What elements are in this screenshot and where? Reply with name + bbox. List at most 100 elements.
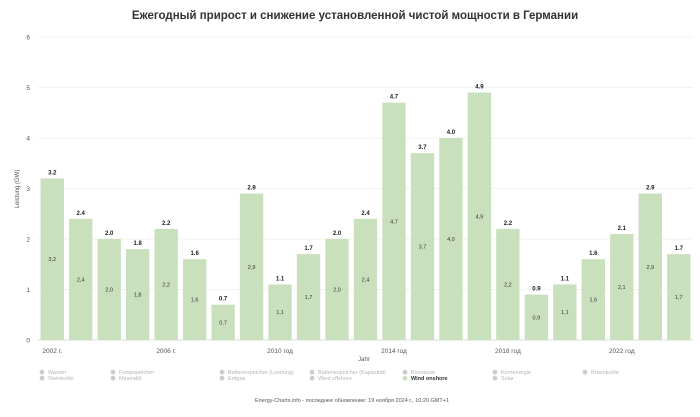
bar-inner-label: 2,0 — [333, 288, 341, 294]
bar-value-label: 1.7 — [304, 246, 313, 252]
bar — [97, 239, 121, 340]
footer-note: Energy-Charts.info - последнее обновлени… — [255, 398, 449, 404]
legend-item[interactable]: Erdgas — [219, 375, 246, 382]
legend-item[interactable]: Pumpspeicher — [110, 369, 155, 376]
bar — [667, 254, 691, 340]
y-tick-label: 5 — [26, 85, 30, 92]
bar-value-label: 1.7 — [675, 246, 684, 252]
legend-label: Batteriespeicher (Kapazität) — [318, 370, 386, 376]
bar — [296, 254, 321, 340]
bar — [353, 218, 378, 340]
legend-label: Steinkohle — [48, 376, 74, 382]
legend-dot-icon — [402, 375, 408, 381]
legend-item[interactable]: Wasser — [39, 369, 67, 376]
y-axis-label: Leistung (GW) — [15, 170, 21, 209]
bar — [524, 294, 549, 340]
legend-item[interactable]: Biomasse — [402, 369, 436, 376]
bar-value-label: 2.4 — [361, 211, 370, 217]
legend-label: Pumpspeicher — [119, 370, 154, 376]
legend-label: Kernenergie — [501, 370, 531, 376]
bar-value-label: 3.7 — [418, 145, 427, 151]
bar — [40, 178, 64, 340]
legend-dot-icon — [219, 369, 225, 375]
y-tick-label: 0 — [26, 337, 30, 344]
y-tick-label: 2 — [26, 236, 30, 243]
x-axis-ticks: 2002 г. 2006 г. 2010 год 2014 год 2018 год 20… — [42, 348, 634, 355]
legend-item[interactable]: Batteriespeicher (Leistung) — [219, 369, 294, 376]
bar-value-label: 4.0 — [447, 130, 456, 136]
legend-dot-icon — [110, 375, 116, 381]
legend-label: Erdgas — [228, 376, 246, 382]
bar-inner-label: 2,1 — [618, 285, 626, 291]
bar-inner-label: 2,2 — [504, 282, 512, 288]
bar — [467, 92, 492, 340]
bar — [553, 284, 577, 340]
x-tick-label: 2022 год — [609, 348, 635, 355]
legend-label: Mineralöl — [119, 376, 141, 382]
bars — [40, 92, 691, 341]
x-tick-label: 2002 г. — [42, 348, 62, 355]
legend-dot-icon — [492, 369, 498, 375]
bar-value-label: 0.9 — [532, 287, 541, 293]
y-axis-ticks: 0 1 2 3 4 5 6 — [26, 34, 30, 344]
bar-inner-label: 2,2 — [162, 282, 170, 288]
y-tick-label: 6 — [26, 34, 30, 41]
bar-value-label: 2.2 — [504, 221, 513, 227]
bar-value-label: 2.2 — [162, 221, 171, 227]
legend-item[interactable]: Batteriespeicher (Kapazität) — [309, 369, 386, 376]
x-tick-label: 2018 год — [495, 348, 521, 355]
legend-label: Batteriespeicher (Leistung) — [228, 370, 294, 376]
bar — [268, 284, 292, 340]
bar-inner-label: 1,7 — [675, 295, 683, 301]
bar-value-label: 2.0 — [333, 231, 342, 237]
legend-item[interactable]: Mineralöl — [110, 375, 142, 382]
legend-label: Solar — [501, 376, 514, 382]
legend-item[interactable]: Kernenergie — [492, 369, 531, 376]
bar-inner-label: 2,4 — [77, 277, 85, 283]
legend-item[interactable]: Steinkohle — [39, 375, 74, 382]
bar-value-label: 2.9 — [247, 186, 256, 192]
legend-label: Wasser — [48, 370, 67, 376]
legend-dot-icon — [110, 369, 116, 375]
bar — [439, 138, 463, 340]
bar — [638, 193, 662, 340]
bar-value-label: 2.9 — [646, 186, 655, 192]
legend-item[interactable]: Wind offshore — [309, 375, 352, 382]
y-tick-label: 4 — [26, 135, 30, 142]
bar-inner-label: 2,4 — [362, 277, 370, 283]
legend-dot-icon — [309, 369, 315, 375]
legend-dot-icon — [492, 375, 498, 381]
legend-item[interactable]: Solar — [492, 375, 514, 382]
legend-label: Wind onshore — [411, 376, 448, 382]
legend-label: Biomasse — [411, 370, 435, 376]
bar-value-label: 1.1 — [276, 276, 285, 282]
bar — [581, 259, 606, 340]
legend-item[interactable]: Wind onshore — [402, 375, 448, 382]
legend-dot-icon — [402, 369, 408, 375]
bar-inner-label: 4,9 — [476, 214, 484, 220]
bar — [69, 218, 93, 340]
bar-value-label: 0.7 — [219, 297, 228, 303]
bar — [410, 153, 435, 340]
bar-inner-label: 1,7 — [305, 295, 313, 301]
bar — [610, 233, 634, 340]
bar-value-label: 4.7 — [390, 95, 399, 101]
legend-dot-icon — [219, 375, 225, 381]
bar-value-label: 1.8 — [134, 241, 143, 247]
bar-value-label: 1.6 — [589, 251, 598, 257]
x-axis-label: Jahr — [358, 357, 370, 363]
bar-inner-label: 1,6 — [191, 298, 199, 304]
y-tick-label: 3 — [26, 186, 30, 193]
bar — [239, 193, 264, 340]
legend-item[interactable]: Braunkohle — [582, 369, 619, 376]
bar — [182, 259, 207, 340]
bar — [496, 228, 520, 340]
bar-inner-label: 1,8 — [134, 293, 142, 299]
legend-label: Braunkohle — [591, 370, 619, 376]
legend[interactable]: Wasser Pumpspeicher Batteriespeicher (Leis… — [39, 369, 619, 382]
legend-dot-icon — [582, 369, 588, 375]
bar-value-label: 2.0 — [105, 231, 114, 237]
bar-inner-label: 3,2 — [48, 257, 56, 263]
x-tick-label: 2014 год — [381, 348, 407, 355]
bar-value-label: 4.9 — [475, 85, 484, 91]
